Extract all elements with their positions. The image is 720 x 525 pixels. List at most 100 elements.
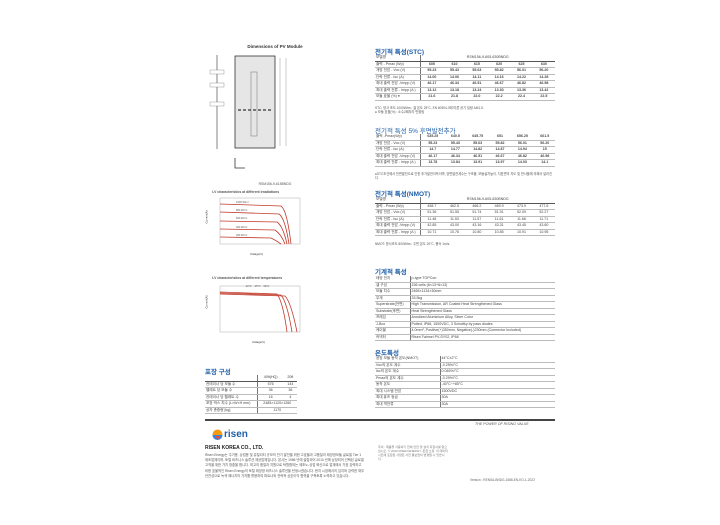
table-row: 개방 전압 - Voc (V) 55.23 55.43 55.63 55.82 56.01… (375, 140, 555, 147)
logo-icon (212, 429, 223, 440)
table-row: 동작 온도 -40°C~+85°C (375, 381, 555, 389)
table-row: 단락 전류 - Isc (A) 14.7 14.77 14.82 14.87 14.94 1… (375, 146, 555, 154)
pack-table: 40ft(HQ) 20ft 컨테이너 당 모듈 수 576 144 팰레트 당 모듈 수… (205, 375, 297, 414)
cell-value: 51.36 (420, 209, 444, 217)
cell-value: 11.61 (488, 216, 511, 223)
col-header: 20ft (283, 375, 297, 382)
mech-title: 기계적 특성 (375, 269, 407, 276)
cell-value: 13.91 (465, 159, 490, 167)
cell-value: 576 (257, 381, 284, 388)
company-name: RISEN KOREA CO., LTD. (205, 445, 264, 451)
cell-value: 46.98 (532, 80, 555, 88)
cell-value: 466.2 (465, 203, 488, 210)
cell-value: 13.18 (443, 87, 466, 94)
row-value: 44°C±2°C (440, 356, 555, 363)
table-row: 컨테이너 당 모듈 수 576 144 (205, 381, 297, 388)
table-row: 최대 역전류 30A (375, 401, 555, 408)
cell-value: 635.25 (420, 134, 446, 141)
cell-value: 22.5 (532, 93, 555, 101)
cell-value: 11.71 (532, 216, 555, 223)
cell-value: 462.5 (443, 203, 466, 210)
legend-item: 1000 W/m² (236, 201, 249, 204)
row-label: 무게 (375, 295, 411, 302)
box-label: 포장 박스 치수 (L×W×H mm) (205, 400, 258, 408)
table-row: 최대 출력 전압 -Vmpp (V) 42.85 43.00 43.16 43.31 43… (375, 222, 555, 230)
cell-value: 4 (283, 394, 297, 401)
iv-irr-ylabel: Current(A) (204, 210, 209, 224)
cell-value: 14.1 (534, 159, 555, 167)
table-row: 최대 시스템 전압 1500VDC (375, 388, 555, 395)
iv-temp-chart (219, 285, 301, 333)
table-row: 개방 전압 - Voc (V) 51.36 51.55 51.74 51.91 52.09… (375, 209, 555, 217)
iv-irr-legend: 1000 W/m² 800 W/m² 600 W/m² 400 W/m² 200… (236, 199, 249, 240)
row-label: 개방 전압 - Voc (V) (375, 140, 421, 147)
cell-value: 605 (420, 61, 444, 68)
table-row: 모듈 치수 2465×1134×30mm (375, 288, 555, 296)
cell-value: 13.78 (420, 159, 446, 167)
cell-value: 615 (465, 61, 488, 68)
cell-value: 14.16 (488, 74, 511, 81)
cell-value: 630 (532, 61, 555, 68)
cell-value: 13.84 (445, 159, 466, 167)
table-row: Pmax의 온도 계수 -0.29%/°C (375, 375, 555, 382)
table-row: 컨테이너 당 팰레트 수 16 4 (205, 394, 297, 401)
row-value: p-type TOPCon (410, 276, 555, 283)
cell-value: 16 (257, 394, 284, 401)
cell-value: 56.20 (532, 67, 555, 75)
cell-value: 610 (443, 61, 466, 68)
bifacial-table: 출력 -Pmax(Wp) 635.25 640.5 645.75 651 656.25 66… (375, 134, 555, 167)
table-row: 개방 전압 - Voc (V) 55.23 55.43 55.63 55.82 56.01… (375, 67, 555, 75)
cell-value: 51.55 (443, 209, 466, 217)
row-value: 33.5kg (410, 295, 555, 302)
cell-value: 46.17 (420, 80, 444, 88)
curve-600 (219, 220, 288, 245)
nmot-title: 전기적 특성(NMOT) (375, 191, 431, 198)
legend-item: -10°C (245, 285, 252, 288)
cell-value: 13.12 (420, 87, 444, 94)
legend-item: 60°C (263, 285, 270, 288)
curve-800 (219, 211, 290, 245)
dimensions-title: Dimensions of PV Module (247, 44, 303, 49)
box-value: 2485×1120×1260 (257, 400, 297, 408)
table-row: 무게 33.5kg (375, 295, 555, 302)
table-row: J-Box Potted, IP68, 1500VDC, 3 Schottky b… (375, 321, 555, 328)
nmot-note: NMOT: 방사조도 800W/m², 주변 온도 20°C, 풍속 1m/s. (375, 242, 451, 246)
row-label: Pmax의 온도 계수 (375, 375, 441, 382)
row-value: Risen Twinsel PV-SY02, IP68 (410, 334, 555, 341)
row-label: 출력 - Pmax (Wp) (375, 203, 421, 210)
cell-value: 46.34 (443, 80, 466, 88)
cell-value: 51.74 (465, 209, 488, 217)
row-label: 단락 전류 - Isc (A) (375, 146, 421, 154)
risen-logo: risen (212, 429, 248, 440)
cell-value: 620 (488, 61, 511, 68)
cell-value: 56.20 (534, 140, 555, 147)
notice: 주의 : 제품을 사용하기 전에 안전 및 설치 지침서를 읽으십시오. © 2… (378, 445, 448, 461)
cell-value: 56.01 (510, 67, 533, 75)
row-label: 최대 출력 전류 - Impp (A ) (375, 87, 421, 94)
row-label: Superstrate(전면) (375, 301, 411, 309)
row-label: 최대 출력 전류 - Impp (A ) (375, 159, 421, 167)
cell-value: 14.94 (510, 146, 535, 154)
weight-label: 상자 총중량 [kg] (205, 407, 258, 414)
cell-value: 13.30 (488, 87, 511, 94)
row-value: 1500VDC (440, 388, 555, 395)
curve-60 (219, 291, 288, 333)
cell-value: 651 (489, 134, 511, 141)
cell-value: 11.57 (465, 216, 488, 223)
cell-value: 43.16 (465, 222, 488, 230)
cell-value: 13.97 (489, 159, 511, 167)
row-label: Voc의 온도 계수 (375, 362, 441, 369)
table-row: Superstrate(전면) High Transmission, AR Coa… (375, 301, 555, 309)
logo-text: risen (224, 429, 248, 440)
tagline: THE POWER OF RISING VALUE (475, 422, 529, 426)
row-label: Isc의 온도 계수 (375, 368, 441, 376)
cell-value: 11.66 (510, 216, 533, 223)
row-value: -0.25%/°C (440, 362, 555, 369)
cell-value: 43.60 (532, 222, 555, 230)
cell-value: 640.5 (445, 134, 466, 141)
cell-value: 46.51 (465, 80, 488, 88)
row-label: Substrate(후면) (375, 308, 411, 315)
cell-value: 22.0 (465, 93, 488, 101)
cell-value: 55.82 (489, 140, 511, 147)
iv-irr-title: I-V characteristics at different irradia… (212, 190, 280, 194)
